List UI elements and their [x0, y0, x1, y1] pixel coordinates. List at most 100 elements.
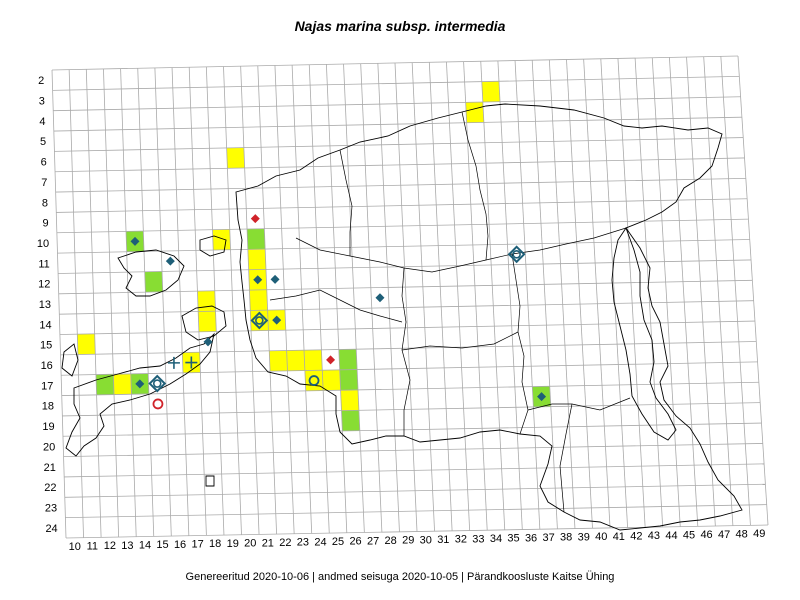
grid-cell-yellow: [286, 350, 305, 371]
row-label: 17: [41, 380, 53, 392]
grid-cell-yellow: [250, 310, 269, 331]
column-label: 40: [595, 531, 607, 543]
column-label: 49: [753, 528, 765, 540]
column-label: 38: [560, 532, 572, 544]
grid-line-vertical: [343, 64, 365, 533]
grid-line-vertical: [446, 61, 471, 531]
row-label: 5: [40, 136, 46, 148]
marker-diamond: [270, 274, 280, 284]
grid-line-vertical: [463, 61, 488, 531]
grid-line-vertical: [703, 56, 734, 526]
grid-line-vertical: [257, 65, 277, 535]
grid-cell-yellow: [77, 333, 96, 355]
grid-line-vertical: [583, 59, 611, 528]
lake-peipus: [611, 227, 677, 441]
grid-line-horizontal: [52, 75, 740, 91]
grid-line-vertical: [103, 68, 120, 538]
grid-line-vertical: [274, 65, 295, 534]
column-label: 13: [121, 540, 133, 552]
markers-layer: [130, 214, 547, 410]
grid-cell-yellow: [269, 350, 288, 372]
grid-line-vertical: [68, 69, 84, 538]
grid-line-horizontal: [62, 402, 761, 417]
column-label: 46: [700, 529, 712, 541]
marker-diamond: [203, 337, 213, 347]
column-label: 33: [472, 533, 484, 545]
column-label: 25: [332, 536, 344, 548]
grid-cell-yellow: [113, 373, 132, 395]
marker-diamond: [135, 379, 145, 389]
grid-line-vertical: [651, 57, 681, 527]
grid-line-vertical: [617, 58, 646, 528]
grid-line-horizontal: [57, 239, 750, 254]
grid-cell-yellow: [212, 229, 231, 251]
column-label: 15: [156, 539, 168, 551]
grid-line-vertical: [137, 68, 155, 537]
marker-circle: [512, 250, 521, 259]
column-label: 10: [69, 541, 81, 553]
county-boundary: [339, 149, 353, 256]
marker-circle: [152, 398, 164, 410]
grid-cell-green: [339, 369, 359, 391]
grid-line-vertical: [154, 67, 172, 537]
row-label: 16: [41, 360, 53, 372]
marker-diamond: [326, 355, 336, 365]
column-label: 24: [314, 536, 326, 548]
grid-cell-yellow: [304, 349, 323, 371]
grid-line-vertical: [240, 66, 260, 535]
grid-line-vertical: [223, 66, 242, 535]
muhu-island: [181, 305, 227, 341]
grid-line-vertical: [308, 64, 330, 534]
column-label: 22: [279, 537, 291, 549]
row-label: 24: [45, 523, 57, 535]
column-label: 11: [87, 541, 98, 553]
marker-plus: [167, 356, 180, 369]
column-label: 20: [244, 538, 256, 550]
row-label: 15: [40, 340, 52, 352]
row-label: 2: [38, 75, 44, 87]
grid-line-horizontal: [55, 177, 746, 193]
grid-line-vertical: [669, 57, 699, 527]
marker-plus: [185, 356, 198, 369]
column-label: 16: [174, 539, 186, 551]
grid-line-horizontal: [54, 137, 744, 152]
grid-line-vertical: [720, 56, 751, 526]
row-label: 3: [39, 96, 45, 108]
marker-diamond: [130, 236, 140, 246]
column-label: 43: [648, 530, 660, 542]
county-boundary: [461, 111, 489, 261]
row-label: 10: [37, 238, 49, 250]
column-label: 48: [736, 528, 748, 540]
column-label: 23: [297, 537, 309, 549]
grid-line-vertical: [737, 55, 769, 526]
marker-diamond: [253, 275, 263, 285]
grid-line-vertical: [171, 67, 190, 536]
grid-line-horizontal: [64, 463, 765, 478]
vormsi-island: [199, 235, 227, 257]
marker-diamond-open: [250, 311, 269, 330]
grid-line-vertical: [548, 59, 576, 529]
column-label: 12: [104, 540, 116, 552]
grid-line-horizontal: [64, 483, 766, 498]
grid-cell-yellow: [481, 81, 501, 102]
grid-line-horizontal: [61, 361, 758, 376]
marker-circle: [152, 379, 162, 388]
grid-line-horizontal: [56, 218, 749, 234]
grid-line-vertical: [291, 65, 313, 534]
column-label: 26: [349, 536, 361, 548]
row-label: 12: [38, 279, 50, 291]
row-label: 19: [42, 421, 54, 433]
column-label: 37: [543, 532, 555, 544]
column-label: 21: [262, 537, 274, 549]
column-label: 28: [385, 535, 397, 547]
grid-line-vertical: [188, 67, 207, 536]
mainland-coastline: [235, 103, 743, 531]
row-label: 20: [43, 441, 55, 453]
grid-line-vertical: [394, 62, 418, 532]
marker-circle: [308, 375, 320, 386]
column-label: 39: [578, 531, 590, 543]
county-boundary: [269, 289, 403, 323]
grid-cell-yellow: [322, 369, 341, 391]
grid-layer: [51, 55, 769, 539]
grid-line-horizontal: [51, 55, 739, 71]
